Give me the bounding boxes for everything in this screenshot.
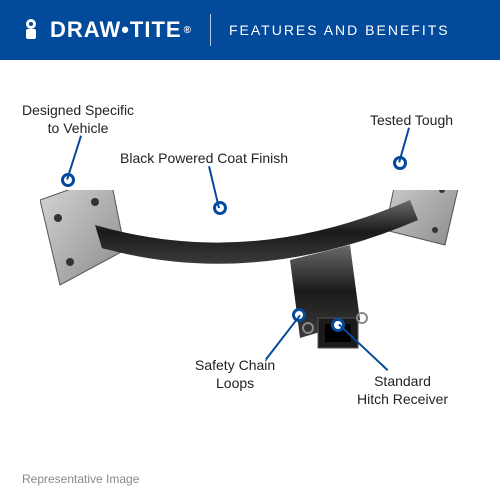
- callout-finish: Black Powered Coat Finish: [120, 150, 288, 168]
- brand-text: DRAW•TITE: [50, 17, 182, 43]
- marker-finish: [213, 201, 227, 215]
- header-bar: DRAW•TITE ® FEATURES AND BENEFITS: [0, 0, 500, 60]
- diagram-canvas: Designed Specific to Vehicle Black Powere…: [0, 60, 500, 500]
- callout-receiver: Standard Hitch Receiver: [357, 373, 448, 408]
- header-divider: [210, 14, 211, 46]
- leader-line: [67, 136, 82, 180]
- brand-logo: DRAW•TITE ®: [18, 17, 192, 43]
- footer-caption: Representative Image: [22, 472, 139, 486]
- callout-designed: Designed Specific to Vehicle: [22, 102, 134, 137]
- hitch-ball-icon: [18, 17, 44, 43]
- header-subtitle: FEATURES AND BENEFITS: [229, 22, 450, 38]
- registered-mark: ®: [184, 25, 192, 36]
- callout-loops: Safety Chain Loops: [195, 357, 275, 392]
- hitch-illustration: [40, 190, 460, 350]
- callout-tested: Tested Tough: [370, 112, 453, 130]
